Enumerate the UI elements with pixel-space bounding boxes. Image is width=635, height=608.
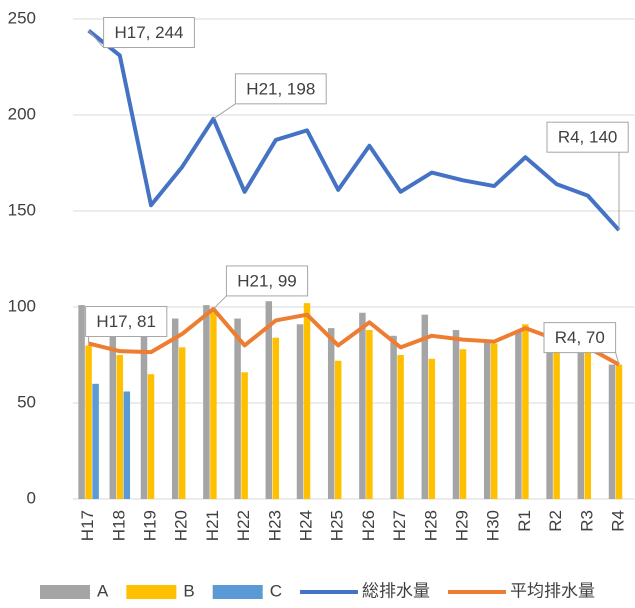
- bar: [515, 331, 522, 499]
- bar: [459, 349, 467, 499]
- data-label: H17, 244: [115, 23, 184, 42]
- bar: [397, 355, 404, 499]
- bar: [265, 301, 273, 499]
- bar: [123, 391, 131, 499]
- x-tick-label: H24: [296, 510, 315, 541]
- bar: [178, 347, 186, 499]
- bar: [553, 335, 560, 499]
- legend-label: 総排水量: [362, 581, 430, 600]
- bar: [272, 337, 280, 499]
- x-tick-label: H17: [78, 510, 97, 541]
- callout-pointer: [88, 30, 104, 48]
- x-tick-label: R2: [546, 510, 565, 532]
- y-tick-label: 0: [27, 488, 36, 507]
- x-tick-label: H21: [203, 510, 222, 541]
- y-tick-label: 150: [8, 200, 36, 219]
- legend-label: A: [97, 581, 109, 600]
- x-tick-label: H27: [390, 510, 409, 541]
- y-tick-label: 50: [17, 392, 36, 411]
- bar: [234, 318, 241, 499]
- bar: [171, 318, 179, 499]
- data-label: H21, 99: [237, 271, 297, 290]
- callout-box: [546, 121, 629, 153]
- bar: [85, 345, 92, 499]
- bar: [483, 341, 491, 499]
- bar: [390, 335, 397, 499]
- bar: [490, 343, 498, 499]
- bar: [522, 324, 529, 499]
- data-label: H17, 81: [96, 312, 156, 331]
- x-tick-label: H30: [484, 510, 503, 541]
- line: [88, 306, 620, 367]
- data-label: H21, 198: [246, 79, 315, 98]
- x-tick-label: R1: [515, 510, 534, 532]
- y-tick-label: 250: [8, 8, 36, 27]
- callout-box: [543, 322, 617, 354]
- legend-label: 平均排水量: [510, 581, 595, 600]
- y-tick-label: 200: [8, 104, 36, 123]
- callout-box: [103, 17, 195, 49]
- x-tick-label: H29: [452, 510, 471, 541]
- bar: [546, 345, 553, 499]
- bar: [366, 330, 373, 499]
- callout-pointer: [615, 352, 620, 365]
- x-tick-label: H18: [109, 510, 128, 541]
- y-tick-label: 100: [8, 296, 36, 315]
- bar: [140, 330, 148, 499]
- bar: [109, 310, 117, 499]
- x-tick-label: H23: [265, 510, 284, 541]
- callout-pointer: [213, 103, 236, 120]
- bar: [327, 328, 335, 499]
- bar: [615, 364, 623, 499]
- legend-swatch: [212, 585, 263, 599]
- bar: [584, 351, 592, 499]
- bar: [608, 364, 616, 499]
- bar: [577, 341, 585, 499]
- legend-swatch: [126, 585, 177, 599]
- x-tick-label: H20: [172, 510, 191, 541]
- x-tick-label: H22: [234, 510, 253, 541]
- bar: [116, 355, 124, 499]
- bar: [210, 308, 217, 499]
- callout-box: [85, 305, 168, 337]
- data-label: R4, 140: [558, 128, 618, 147]
- legend-label: C: [270, 581, 282, 600]
- legend-swatch: [40, 585, 90, 599]
- callout-box: [234, 73, 327, 105]
- bar: [78, 305, 85, 499]
- bar: [303, 303, 311, 499]
- x-tick-label: R3: [577, 510, 596, 532]
- x-tick-label: H25: [328, 510, 347, 541]
- data-label: R4, 70: [555, 328, 605, 347]
- x-tick-label: R4: [608, 510, 627, 532]
- line: [87, 28, 621, 232]
- x-tick-label: H28: [421, 510, 440, 541]
- bar: [359, 312, 366, 499]
- callout-pointer: [213, 295, 227, 310]
- bar: [421, 314, 429, 499]
- legend-label: B: [183, 581, 194, 600]
- bar: [334, 360, 342, 499]
- bar: [241, 372, 248, 499]
- bar: [452, 330, 460, 499]
- bar: [296, 324, 304, 499]
- x-tick-label: H19: [140, 510, 159, 541]
- bar: [147, 374, 155, 499]
- bar: [428, 358, 436, 499]
- callout-box: [225, 265, 309, 297]
- bar: [203, 305, 210, 499]
- x-tick-label: H26: [359, 510, 378, 541]
- bar: [92, 383, 99, 499]
